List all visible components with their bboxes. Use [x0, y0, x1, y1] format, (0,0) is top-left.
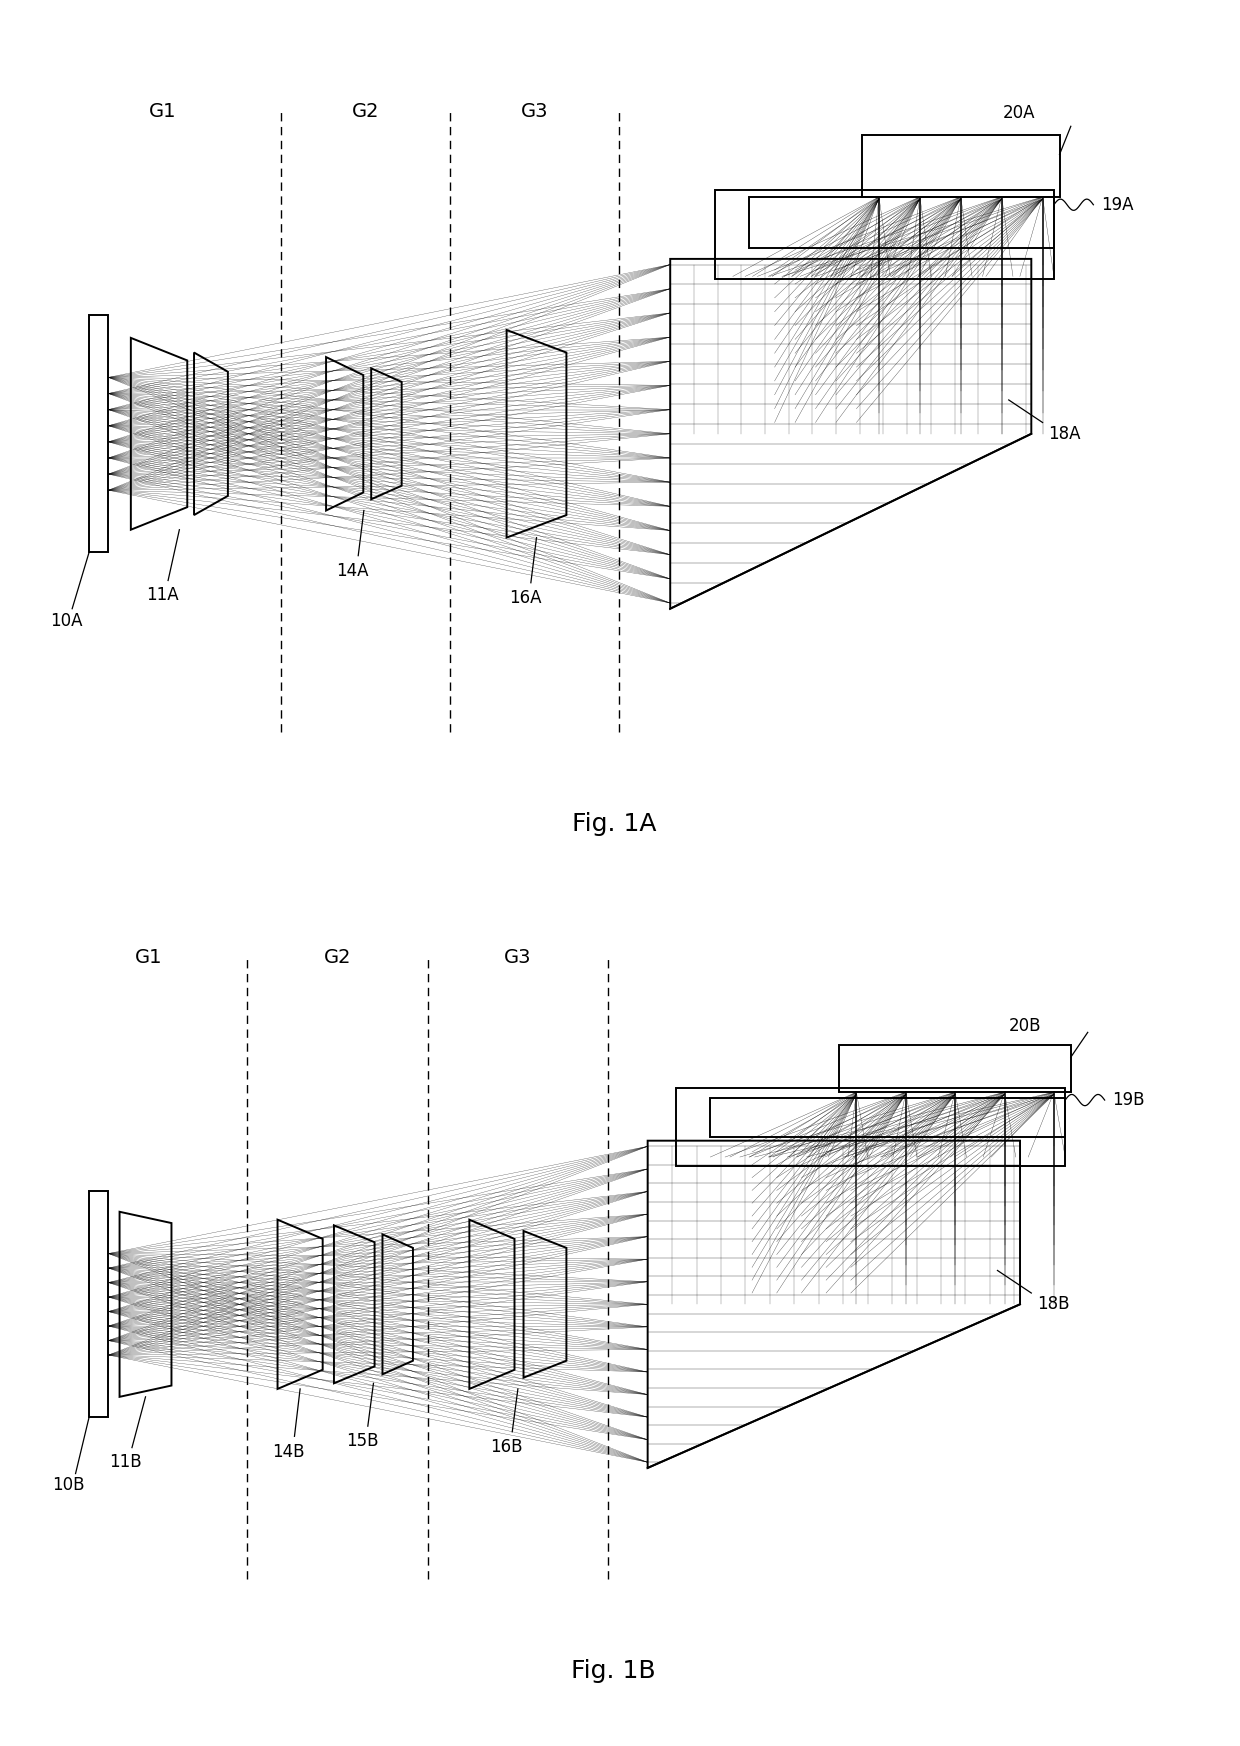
- Text: 19A: 19A: [1101, 196, 1133, 213]
- Text: 20B: 20B: [1009, 1018, 1042, 1035]
- Text: 14A: 14A: [336, 562, 368, 580]
- Bar: [839, 1044, 1071, 1093]
- Text: Fig. 1A: Fig. 1A: [572, 812, 656, 836]
- Text: 16A: 16A: [508, 588, 542, 608]
- Text: 20A: 20A: [1003, 103, 1035, 122]
- Text: 18A: 18A: [1048, 424, 1081, 443]
- Text: 10A: 10A: [51, 611, 83, 630]
- Bar: [709, 1098, 1065, 1137]
- Bar: [749, 197, 1054, 248]
- Bar: [676, 1088, 1065, 1166]
- Text: 10B: 10B: [52, 1477, 86, 1495]
- Text: 19B: 19B: [1112, 1091, 1145, 1109]
- Text: 15B: 15B: [346, 1432, 378, 1451]
- Text: 11A: 11A: [146, 585, 179, 604]
- Text: G3: G3: [521, 101, 548, 120]
- Text: 18B: 18B: [1037, 1296, 1069, 1313]
- Text: 16B: 16B: [490, 1439, 523, 1456]
- Text: Fig. 1B: Fig. 1B: [572, 1659, 656, 1683]
- Text: G1: G1: [149, 101, 176, 120]
- Text: G3: G3: [505, 948, 532, 967]
- Text: 14B: 14B: [273, 1442, 305, 1461]
- Bar: [715, 190, 1054, 279]
- Text: G2: G2: [324, 948, 351, 967]
- Bar: [862, 134, 1059, 197]
- Text: G2: G2: [352, 101, 379, 120]
- Text: 11B: 11B: [109, 1453, 141, 1470]
- Text: G1: G1: [135, 948, 162, 967]
